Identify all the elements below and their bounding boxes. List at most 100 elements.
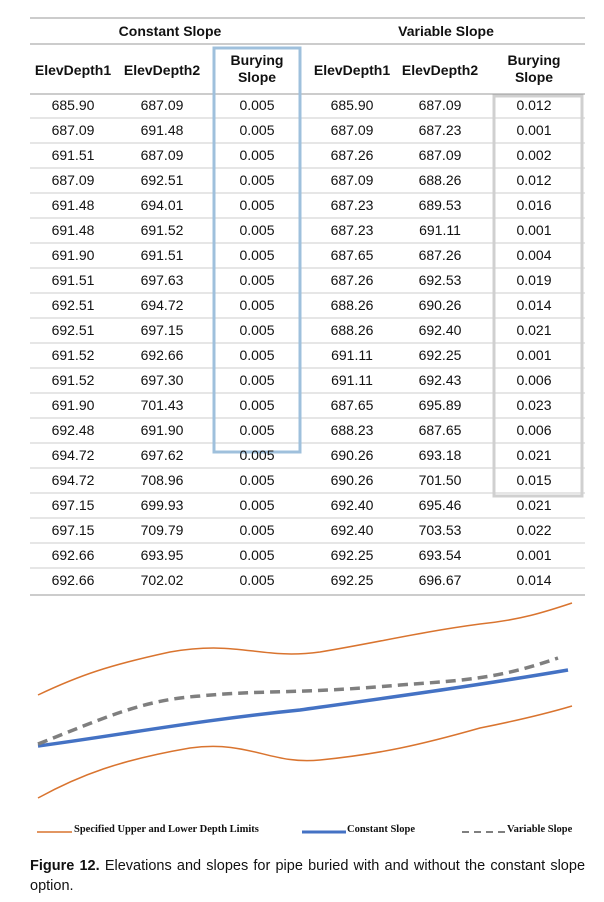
cell: 685.90 (330, 97, 374, 113)
cell: 692.25 (418, 347, 462, 363)
cell: 693.18 (418, 447, 462, 463)
cell: 0.023 (516, 397, 552, 413)
cell: 0.002 (516, 147, 552, 163)
cell: 691.90 (51, 247, 95, 263)
cell: 691.52 (140, 222, 184, 238)
cell: 0.005 (239, 147, 275, 163)
cell: 687.65 (418, 422, 462, 438)
cell: 687.65 (330, 247, 374, 263)
cell: 687.23 (418, 122, 462, 138)
cell: 697.63 (140, 272, 184, 288)
cell: 699.93 (140, 497, 184, 513)
variable-slope-line (37, 656, 559, 746)
cell: 691.51 (140, 247, 184, 263)
column-header: ElevDepth2 (123, 62, 201, 78)
cell: 692.51 (140, 172, 184, 188)
cell: 0.021 (516, 497, 552, 513)
cell: 0.004 (516, 247, 552, 263)
cell: 696.67 (418, 572, 462, 588)
cell: 697.15 (51, 497, 95, 513)
column-header: Burying Slope (507, 52, 561, 85)
cell: 0.005 (239, 172, 275, 188)
cell: 692.66 (51, 572, 95, 588)
cell: 697.15 (140, 322, 184, 338)
cell: 0.001 (516, 222, 552, 238)
cell: 0.006 (516, 372, 552, 388)
column-header: ElevDepth1 (313, 62, 391, 78)
cell: 687.26 (418, 247, 462, 263)
cell: 0.021 (516, 322, 552, 338)
cell: 697.30 (140, 372, 184, 388)
cell: 688.26 (330, 297, 374, 313)
cell: 692.40 (330, 522, 374, 538)
cell: 692.25 (330, 572, 374, 588)
cell: 0.021 (516, 447, 552, 463)
cell: 0.005 (239, 447, 275, 463)
cell: 0.016 (516, 197, 552, 213)
cell: 687.09 (418, 147, 462, 163)
cell: 690.26 (418, 297, 462, 313)
cell: 0.012 (516, 97, 552, 113)
cell: 694.72 (51, 447, 95, 463)
highlight-box (492, 94, 584, 498)
caption: Figure 12. Elevations and slopes for pip… (30, 856, 585, 896)
cell: 709.79 (140, 522, 184, 538)
cell: 691.90 (51, 397, 95, 413)
cell: 0.005 (239, 97, 275, 113)
cell: 692.40 (418, 322, 462, 338)
cell: 0.005 (239, 472, 275, 488)
cell: 692.51 (51, 297, 95, 313)
caption-label: Figure 12. (30, 858, 100, 874)
cell: 687.09 (330, 172, 374, 188)
cell: 688.26 (418, 172, 462, 188)
cell: 0.014 (516, 297, 552, 313)
cell: 687.26 (330, 147, 374, 163)
cell: 691.11 (331, 347, 373, 363)
cell: 691.48 (51, 197, 95, 213)
cell: 691.51 (51, 272, 95, 288)
cell: 695.89 (418, 397, 462, 413)
cell: 0.005 (239, 422, 275, 438)
lower-limit (37, 705, 573, 799)
cell: 692.40 (330, 497, 374, 513)
upper-limit (37, 602, 573, 696)
cell: 695.46 (418, 497, 462, 513)
cell: 692.66 (51, 547, 95, 563)
cell: 0.022 (516, 522, 552, 538)
cell: 697.62 (140, 447, 184, 463)
cell: 692.48 (51, 422, 95, 438)
cell: 687.23 (330, 222, 374, 238)
cell: 0.005 (239, 247, 275, 263)
cell: 701.43 (140, 397, 184, 413)
group-header: Variable Slope (398, 23, 494, 39)
cell: 687.09 (51, 122, 95, 138)
cell: 0.005 (239, 222, 275, 238)
cell: 708.96 (140, 472, 184, 488)
cell: 685.90 (51, 97, 95, 113)
legend-label: Constant Slope (347, 824, 415, 835)
cell: 687.09 (330, 122, 374, 138)
cell: 0.001 (516, 122, 552, 138)
cell: 694.72 (140, 297, 184, 313)
cell: 0.001 (516, 347, 552, 363)
cell: 0.005 (239, 572, 275, 588)
cell: 687.65 (330, 397, 374, 413)
cell: 692.53 (418, 272, 462, 288)
cell: 0.012 (516, 172, 552, 188)
cell: 687.09 (140, 97, 184, 113)
cell: 687.23 (330, 197, 374, 213)
highlight-box (212, 46, 302, 454)
cell: 692.43 (418, 372, 462, 388)
cell: 0.015 (516, 472, 552, 488)
cell: 691.11 (331, 372, 373, 388)
constant-slope-line (37, 668, 569, 748)
column-header: ElevDepth1 (34, 62, 112, 78)
cell: 687.09 (140, 147, 184, 163)
cell: 0.019 (516, 272, 552, 288)
cell: 0.005 (239, 272, 275, 288)
cell: 701.50 (418, 472, 462, 488)
cell: 688.23 (330, 422, 374, 438)
cell: 0.005 (239, 372, 275, 388)
cell: 0.006 (516, 422, 552, 438)
cell: 0.005 (239, 322, 275, 338)
